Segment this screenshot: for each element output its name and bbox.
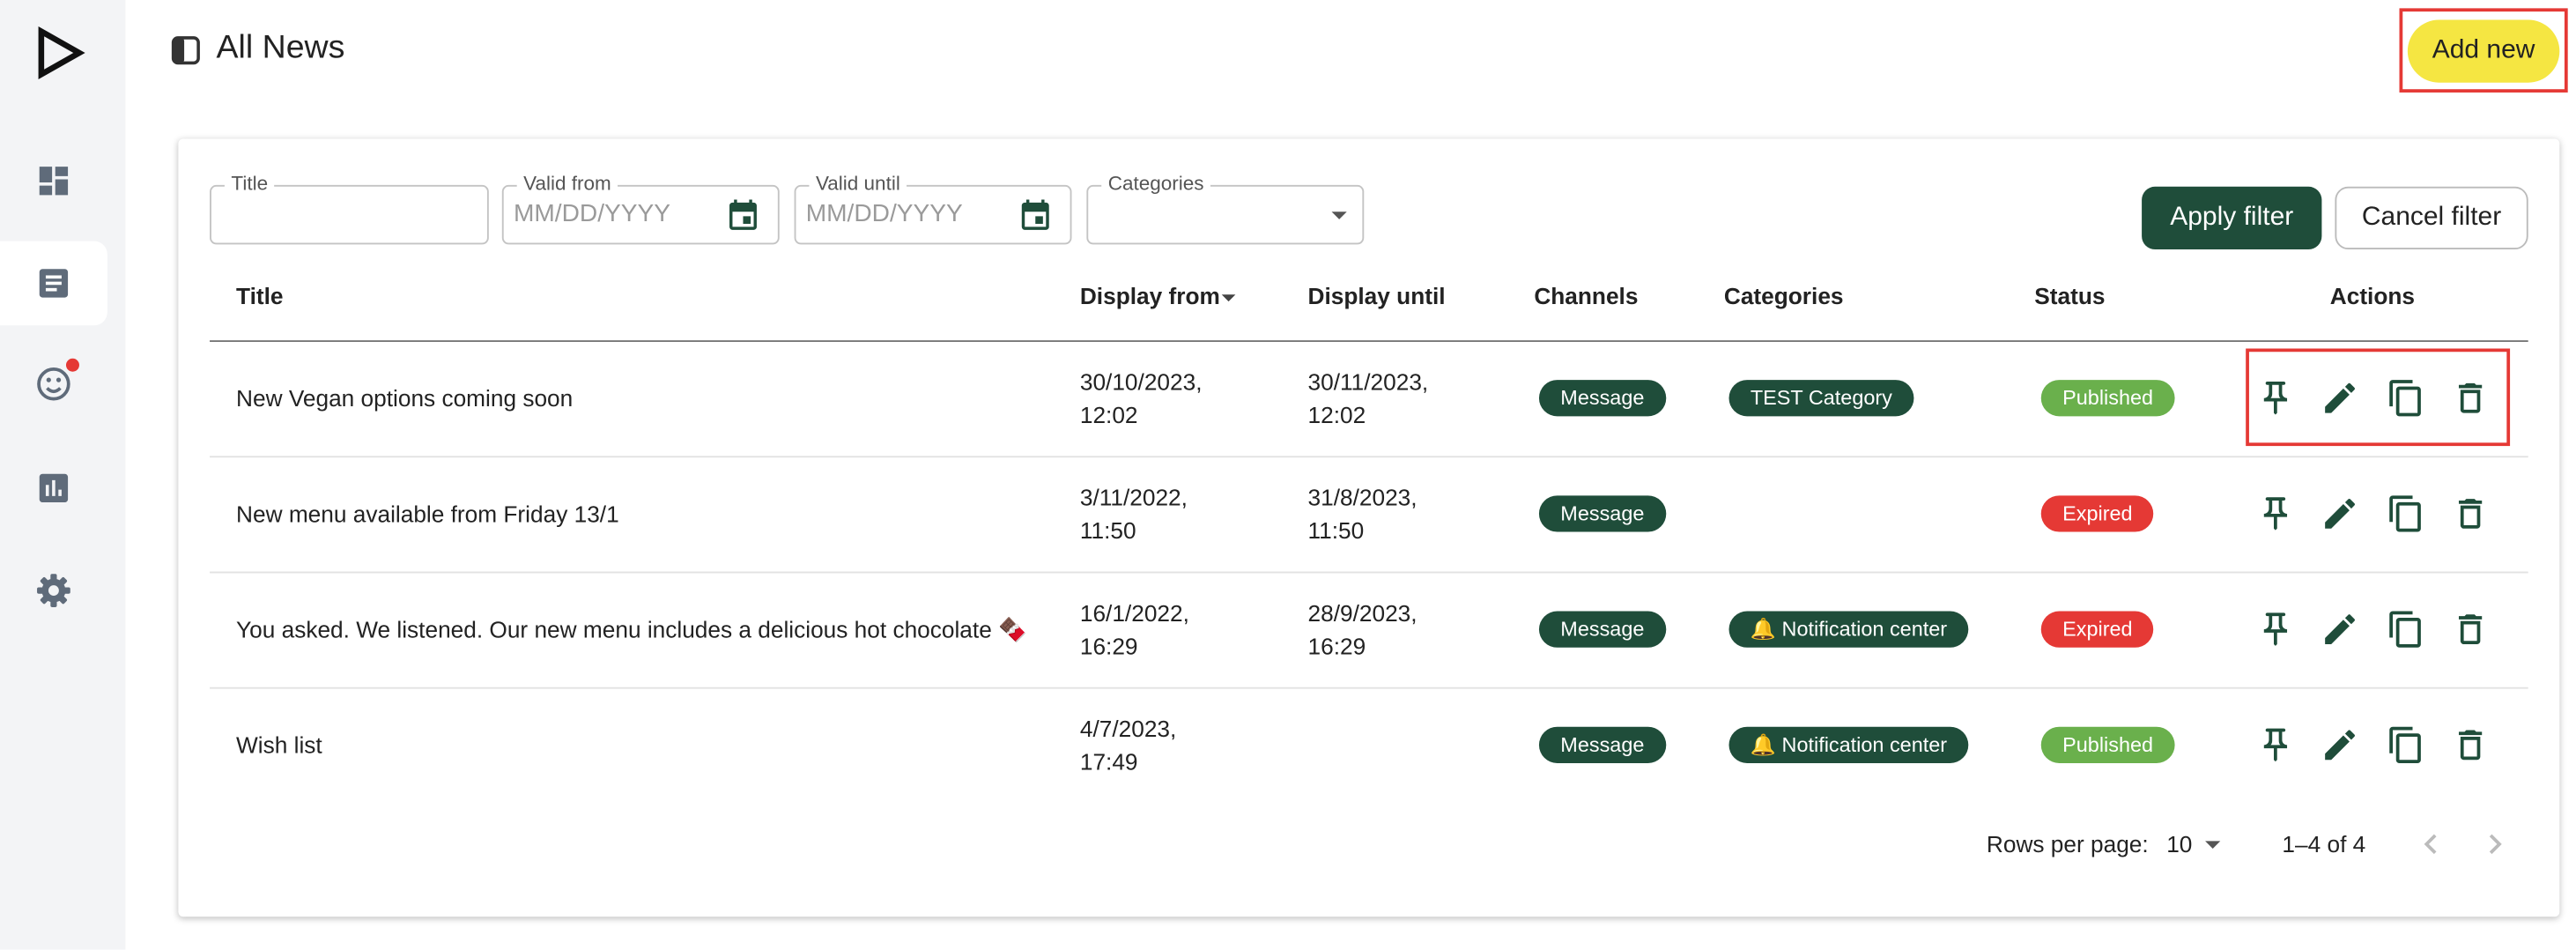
filter-label: Title bbox=[224, 171, 275, 196]
delete-button[interactable] bbox=[2451, 378, 2491, 418]
pin-button[interactable] bbox=[2255, 378, 2295, 418]
news-title[interactable]: New menu available from Friday 13/1 bbox=[236, 500, 619, 527]
card bbox=[178, 138, 2560, 917]
delete-button[interactable] bbox=[2451, 725, 2491, 765]
pin-button[interactable] bbox=[2255, 610, 2295, 649]
duplicate-button[interactable] bbox=[2387, 494, 2426, 533]
news-icon[interactable] bbox=[34, 264, 72, 302]
edit-button[interactable] bbox=[2321, 378, 2360, 418]
status-chip: Expired bbox=[2040, 611, 2154, 648]
edit-button[interactable] bbox=[2321, 494, 2360, 533]
category-chip: 🔔 Notification center bbox=[1728, 726, 1969, 763]
display-until: 28/9/2023, 16:29 bbox=[1307, 599, 1418, 659]
display-from: 16/1/2022, 16:29 bbox=[1079, 599, 1189, 659]
filter-field[interactable] bbox=[501, 184, 780, 245]
filter-field[interactable] bbox=[794, 184, 1072, 245]
apply-filter-button[interactable]: Apply filter bbox=[2142, 186, 2322, 250]
filter-label: Valid from bbox=[516, 171, 618, 196]
status-chip: Expired bbox=[2040, 495, 2154, 532]
duplicate-button[interactable] bbox=[2387, 378, 2426, 418]
sidebar bbox=[0, 0, 126, 950]
row-separator bbox=[210, 687, 2528, 689]
stats-icon[interactable] bbox=[34, 469, 72, 507]
display-from: 4/7/2023, 17:49 bbox=[1079, 715, 1177, 776]
logo[interactable] bbox=[33, 26, 85, 79]
filter-field[interactable] bbox=[210, 184, 489, 245]
filter-label: Categories bbox=[1101, 171, 1210, 196]
duplicate-button[interactable] bbox=[2387, 725, 2426, 765]
cancel-filter-button[interactable]: Cancel filter bbox=[2335, 186, 2528, 250]
filter-field[interactable] bbox=[1086, 184, 1365, 245]
highlight-box bbox=[2246, 348, 2511, 447]
display-from: 30/10/2023, 12:02 bbox=[1079, 367, 1203, 428]
feedback-icon[interactable] bbox=[34, 357, 80, 403]
settings-icon[interactable] bbox=[34, 572, 72, 610]
column-header: Title bbox=[236, 282, 284, 309]
display-until: 30/11/2023, 12:02 bbox=[1307, 367, 1429, 428]
date-placeholder: MM/DD/YYYY bbox=[513, 199, 671, 228]
page-range: 1–4 of 4 bbox=[2282, 830, 2366, 857]
channel-chip: Message bbox=[1538, 495, 1666, 532]
dashboard-icon[interactable] bbox=[34, 162, 72, 200]
filter-label: Valid until bbox=[809, 171, 907, 196]
pin-button[interactable] bbox=[2255, 494, 2295, 533]
news-title[interactable]: Wish list bbox=[236, 731, 322, 759]
sort-arrow[interactable] bbox=[1212, 281, 1245, 314]
channel-chip: Message bbox=[1538, 611, 1666, 648]
edit-button[interactable] bbox=[2321, 610, 2360, 649]
prev-page[interactable] bbox=[2411, 824, 2451, 864]
channel-chip: Message bbox=[1538, 726, 1666, 763]
column-header: Status bbox=[2034, 282, 2106, 309]
status-chip: Published bbox=[2040, 726, 2175, 763]
delete-button[interactable] bbox=[2451, 494, 2491, 533]
add-new-button[interactable]: Add new bbox=[2407, 19, 2560, 83]
header-rule bbox=[210, 340, 2528, 343]
column-header: Display until bbox=[1307, 282, 1446, 309]
rows-per-page-value[interactable]: 10 bbox=[2166, 830, 2193, 857]
edit-button[interactable] bbox=[2321, 725, 2360, 765]
display-from: 3/11/2022, 11:50 bbox=[1079, 484, 1188, 544]
display-until: 31/8/2023, 11:50 bbox=[1307, 484, 1418, 544]
rows-dropdown[interactable] bbox=[2195, 826, 2231, 862]
column-header: Actions bbox=[2329, 282, 2416, 309]
news-title[interactable]: New Vegan options coming soon bbox=[236, 384, 574, 412]
status-chip: Published bbox=[2040, 380, 2175, 417]
category-chip: 🔔 Notification center bbox=[1728, 611, 1969, 648]
category-chip: TEST Category bbox=[1728, 380, 1914, 417]
column-header[interactable]: Display from bbox=[1079, 282, 1220, 309]
dropdown-arrow[interactable] bbox=[1321, 197, 1358, 233]
channel-chip: Message bbox=[1538, 380, 1666, 417]
pin-button[interactable] bbox=[2255, 725, 2295, 765]
calendar-icon[interactable] bbox=[725, 197, 761, 233]
active-nav[interactable] bbox=[0, 241, 107, 326]
row-separator bbox=[210, 571, 2528, 574]
delete-button[interactable] bbox=[2451, 610, 2491, 649]
rows-per-page-label: Rows per page: bbox=[1986, 830, 2149, 857]
sidebar-toggle[interactable] bbox=[170, 34, 202, 66]
date-placeholder: MM/DD/YYYY bbox=[805, 199, 963, 228]
row-separator bbox=[210, 456, 2528, 458]
highlight-box bbox=[2399, 8, 2568, 93]
calendar-icon[interactable] bbox=[1018, 197, 1054, 233]
column-header: Channels bbox=[1534, 282, 1639, 309]
news-title[interactable]: You asked. We listened. Our new menu inc… bbox=[236, 616, 1027, 643]
page-title: All News bbox=[216, 29, 345, 66]
column-header: Categories bbox=[1723, 282, 1844, 309]
next-page[interactable] bbox=[2476, 824, 2515, 864]
duplicate-button[interactable] bbox=[2387, 610, 2426, 649]
